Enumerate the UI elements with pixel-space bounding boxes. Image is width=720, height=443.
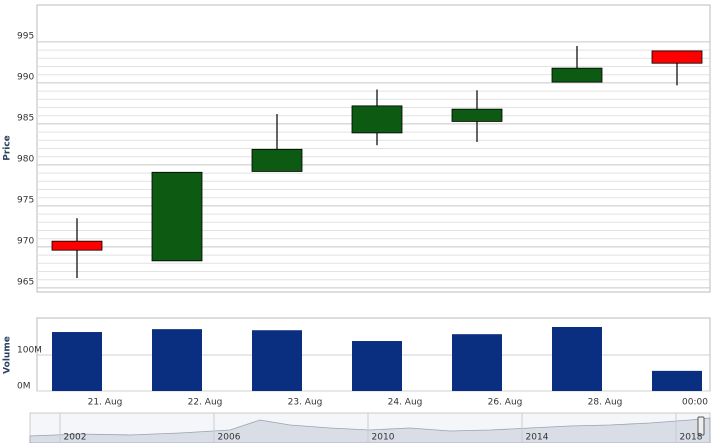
navigator-handle[interactable] bbox=[697, 416, 705, 436]
x-tick-label: 26. Aug bbox=[488, 398, 523, 408]
volume-axis-title: Volume bbox=[3, 336, 13, 374]
volume-bar bbox=[152, 329, 202, 391]
y-tick-label: 995 bbox=[17, 31, 34, 41]
volume-bar bbox=[652, 370, 702, 391]
y-tick-label: 100M bbox=[17, 346, 42, 356]
y-tick-label: 965 bbox=[17, 277, 34, 287]
candle-body bbox=[351, 105, 403, 134]
volume-bar bbox=[452, 334, 502, 391]
y-tick-label: 985 bbox=[17, 113, 34, 123]
volume-bar bbox=[552, 326, 602, 391]
price-axis-title: Price bbox=[3, 135, 13, 161]
candle-body bbox=[451, 108, 503, 122]
candle-body bbox=[51, 240, 103, 251]
volume-bar bbox=[52, 332, 102, 391]
y-tick-label: 990 bbox=[17, 72, 34, 82]
x-tick-label: 00:00 bbox=[682, 398, 708, 408]
y-tick-label: 980 bbox=[17, 154, 34, 164]
volume-bar bbox=[252, 330, 302, 391]
navigator-label: 2002 bbox=[64, 433, 87, 443]
x-tick-label: 21. Aug bbox=[88, 398, 123, 408]
navigator-label: 2018 bbox=[680, 433, 703, 443]
y-tick-label: 975 bbox=[17, 195, 34, 205]
candle-body bbox=[551, 67, 603, 83]
y-tick-label: 970 bbox=[17, 236, 34, 246]
navigator[interactable] bbox=[29, 412, 711, 443]
navigator-label: 2006 bbox=[218, 433, 241, 443]
volume-bar bbox=[352, 341, 402, 391]
y-tick-label: 0M bbox=[17, 382, 31, 392]
x-tick-label: 22. Aug bbox=[188, 398, 223, 408]
x-tick-label: 28. Aug bbox=[588, 398, 623, 408]
navigator-label: 2010 bbox=[372, 433, 395, 443]
x-tick-label: 23. Aug bbox=[288, 398, 323, 408]
candle-body bbox=[151, 171, 203, 262]
candle-body bbox=[651, 50, 703, 64]
x-tick-label: 24. Aug bbox=[388, 398, 423, 408]
navigator-area bbox=[29, 417, 711, 443]
candle-body bbox=[251, 148, 303, 172]
navigator-label: 2014 bbox=[526, 433, 549, 443]
